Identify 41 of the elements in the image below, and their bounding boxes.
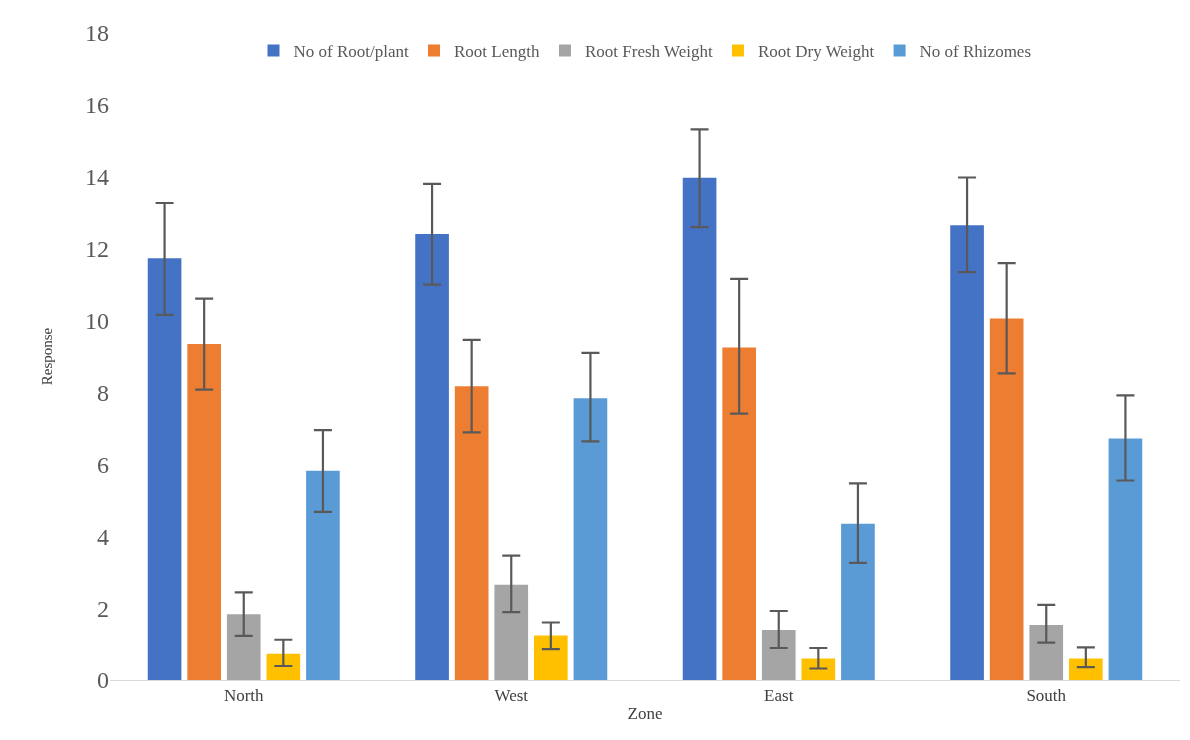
legend-label: No of Rhizomes xyxy=(919,42,1032,62)
y-tick-label: 6 xyxy=(97,451,109,478)
y-axis-title: Response xyxy=(39,327,56,386)
y-tick-label: 18 xyxy=(85,20,109,47)
bar xyxy=(415,233,449,680)
x-tick-label: West xyxy=(494,686,529,706)
y-tick-label: 10 xyxy=(85,307,109,334)
bar xyxy=(226,614,261,680)
bar xyxy=(147,258,182,680)
bar xyxy=(573,398,608,680)
bar xyxy=(989,318,1024,680)
y-tick-label: 8 xyxy=(97,379,109,406)
bar xyxy=(534,635,568,680)
bar xyxy=(841,523,875,680)
x-tick-label: South xyxy=(1026,686,1067,706)
bar xyxy=(494,584,529,680)
y-tick-label: 0 xyxy=(97,667,109,694)
legend-label: Root Dry Weight xyxy=(757,42,875,62)
bar xyxy=(187,343,221,680)
bar xyxy=(722,347,756,680)
y-tick-label: 2 xyxy=(97,595,109,622)
bar xyxy=(950,225,984,680)
legend-label: No of Root/plant xyxy=(293,42,409,62)
bar xyxy=(801,658,836,680)
x-tick-label: North xyxy=(223,686,265,706)
bar xyxy=(306,470,340,680)
bar xyxy=(1108,438,1143,680)
y-tick-label: 12 xyxy=(85,236,109,263)
bar xyxy=(1029,625,1064,680)
x-axis-title: Zone xyxy=(627,703,663,723)
bar xyxy=(682,177,717,680)
y-tick-label: 4 xyxy=(97,523,109,550)
bar xyxy=(1069,658,1103,680)
bar xyxy=(454,386,489,680)
legend-label: Root Length xyxy=(453,42,540,62)
bar xyxy=(266,653,301,680)
bar xyxy=(761,630,796,680)
x-tick-label: East xyxy=(764,686,794,706)
legend-label: Root Fresh Weight xyxy=(584,42,713,62)
y-tick-label: 14 xyxy=(85,164,109,191)
y-tick-label: 16 xyxy=(85,92,109,119)
